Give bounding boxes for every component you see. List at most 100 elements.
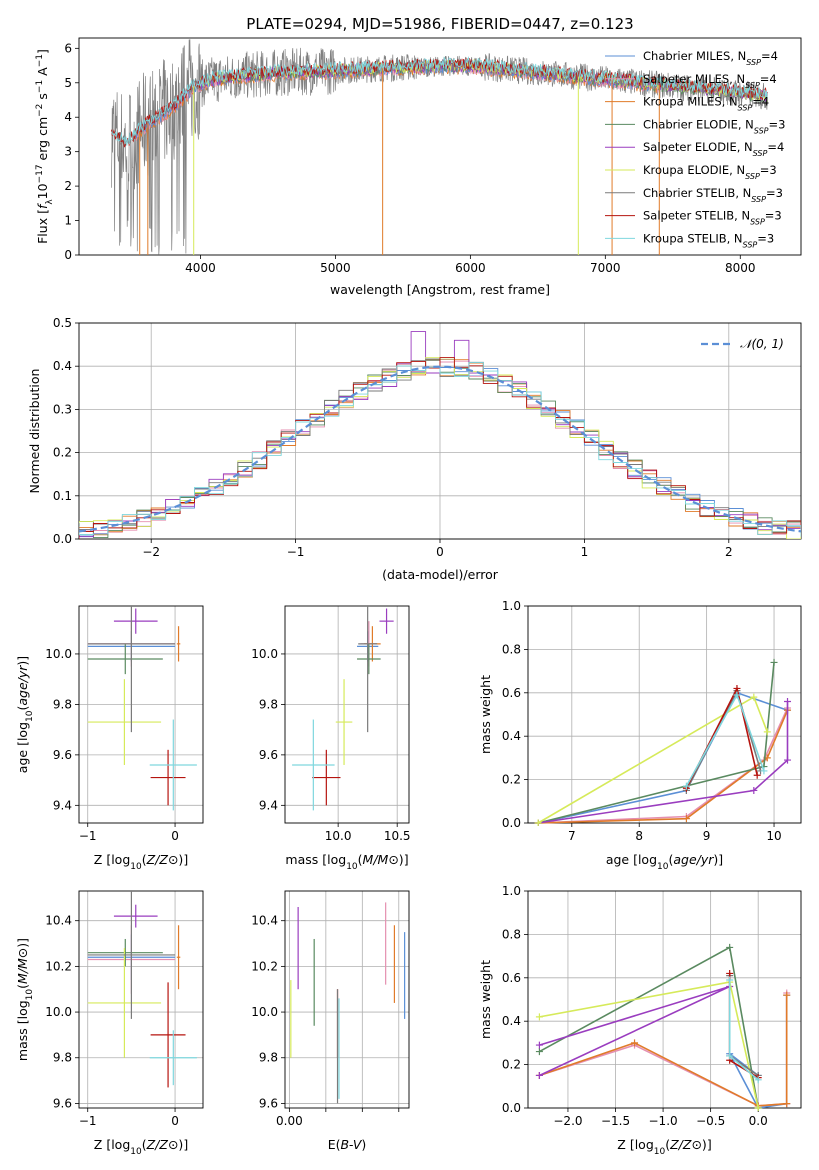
axes-frame bbox=[78, 322, 802, 540]
label-part: log bbox=[327, 852, 346, 867]
weight-marker bbox=[770, 658, 778, 666]
x-tick-label: 0 bbox=[171, 829, 179, 843]
label-part: s bbox=[35, 93, 50, 104]
label-part: log bbox=[15, 722, 30, 741]
y-tick-label: 0.5 bbox=[53, 316, 72, 330]
y-axis-label: mass weight bbox=[478, 675, 493, 754]
label-part: ( bbox=[358, 852, 363, 867]
label-part: ( bbox=[142, 852, 147, 867]
y-tick-label: 9.8 bbox=[53, 697, 72, 711]
x-tick-label: −0.5 bbox=[696, 1114, 725, 1128]
histograms bbox=[79, 331, 801, 539]
model-spectrum bbox=[111, 55, 768, 146]
legend-label: 𝒩(0, 1) bbox=[740, 337, 784, 351]
weight-vs-z-panel: −2.0 −1.5 −1.0 −0.5 0.0 0.0 0.2 0.4 0.6 0.8 1.0 Z [… bbox=[478, 884, 802, 1157]
label-part: B-V bbox=[340, 1137, 362, 1152]
weight-series-line bbox=[538, 709, 789, 824]
y-tick-label: 10.4 bbox=[45, 914, 72, 928]
weight-marker bbox=[631, 1039, 639, 1047]
x-tick-label: 2 bbox=[725, 545, 733, 559]
label-part: M/M⊙ bbox=[363, 852, 399, 867]
errorbar-point bbox=[87, 938, 163, 967]
weight-marker bbox=[763, 728, 771, 736]
errorbars bbox=[87, 891, 197, 1088]
label-part: Z [ bbox=[94, 1137, 111, 1152]
label-part: 10 bbox=[25, 710, 35, 722]
y-tick-label: 0.6 bbox=[502, 686, 521, 700]
label-part: erg cm bbox=[35, 117, 50, 165]
label-part: ( bbox=[15, 706, 30, 711]
label-part: 10 bbox=[130, 862, 142, 872]
label-part: ) bbox=[178, 1137, 183, 1152]
label-part: ) bbox=[361, 1137, 366, 1152]
x-tick-label: 8 bbox=[635, 829, 643, 843]
y-axis-label: age [log10(age/yr)] bbox=[15, 656, 35, 773]
errorbar-point bbox=[150, 749, 186, 806]
label-part: ( bbox=[142, 1137, 147, 1152]
weight-marker bbox=[733, 684, 741, 692]
label-part: ) bbox=[702, 1137, 707, 1152]
figure-title: PLATE=0294, MJD=51986, FIBERID=0447, z=0… bbox=[246, 15, 633, 33]
weight-lines bbox=[535, 943, 791, 1111]
errorbars bbox=[292, 606, 394, 811]
x-tick-label: 8000 bbox=[725, 261, 756, 275]
x-axis-label: E(B-V) bbox=[328, 1137, 367, 1152]
x-tick-label: 9 bbox=[703, 829, 711, 843]
mass-vs-z-panel: −1 09.69.810.010.210.4Z [log10(Z/Z⊙)]mass… bbox=[15, 890, 204, 1157]
weight-marker bbox=[535, 1013, 543, 1021]
errorbar-point bbox=[176, 626, 181, 662]
y-tick-label: 9.8 bbox=[53, 1051, 72, 1065]
x-axis-label: age [log10(age/yr)] bbox=[606, 852, 723, 872]
weight-series-line bbox=[538, 707, 789, 824]
label-part: Z [ bbox=[94, 852, 111, 867]
weight-marker bbox=[535, 1048, 543, 1056]
weight-marker bbox=[726, 969, 734, 977]
legend-label: Chabrier MILES, NSSP=4 bbox=[643, 49, 778, 67]
weight-marker bbox=[534, 819, 542, 826]
x-axis-label: Z [log10(Z/Z⊙)] bbox=[617, 1137, 711, 1157]
label-part: age/yr bbox=[673, 852, 714, 867]
label-part: log bbox=[15, 1000, 30, 1019]
label-part: ] bbox=[718, 852, 723, 867]
y-tick-label: 1.0 bbox=[502, 599, 521, 613]
residuals-panel: −2 −1 0 1 2 0.0 0.1 0.2 0.3 0.4 0.5 (data-model)/er… bbox=[27, 316, 802, 582]
x-tick-label: 0 bbox=[436, 545, 444, 559]
y-tick-label: 0 bbox=[64, 248, 72, 262]
errorbar-point bbox=[358, 606, 378, 733]
x-tick-label: 10.5 bbox=[384, 829, 411, 843]
y-tick-label: 6 bbox=[64, 41, 72, 55]
y-tick-label: 10.0 bbox=[251, 647, 278, 661]
y-tick-label: 0.8 bbox=[502, 927, 521, 941]
weight-series-line bbox=[537, 695, 769, 824]
label-part: 10 bbox=[130, 1147, 142, 1157]
age-vs-mass-panel: 10.0 10.5 9.4 9.6 9.8 10.0 mass [log10(M/M⊙)] bbox=[251, 605, 411, 872]
weight-series-line bbox=[537, 662, 775, 824]
y-tick-label: 9.6 bbox=[259, 1096, 278, 1110]
label-part: 10 bbox=[657, 862, 669, 872]
y-tick-label: 0.1 bbox=[53, 489, 72, 503]
label-part: E bbox=[328, 1137, 336, 1152]
weight-marker bbox=[754, 1104, 762, 1111]
x-axis-label: (data-model)/error bbox=[382, 567, 499, 582]
errorbar-point bbox=[149, 719, 197, 811]
axes-frame bbox=[78, 605, 204, 824]
x-axis-label: Z [log10(Z/Z⊙)] bbox=[94, 1137, 188, 1157]
label-part: ] bbox=[404, 852, 409, 867]
label-part: ] bbox=[707, 1137, 712, 1152]
y-tick-label: 0.6 bbox=[502, 971, 521, 985]
y-tick-label: 0.8 bbox=[502, 642, 521, 656]
label-part: ( bbox=[15, 984, 30, 989]
x-tick-label: 10 bbox=[766, 829, 781, 843]
y-tick-label: 0.0 bbox=[502, 816, 521, 830]
legend-label: Salpeter MILES, NSSP=4 bbox=[643, 72, 777, 90]
weight-marker bbox=[750, 693, 758, 701]
label-part: 10 bbox=[35, 183, 50, 199]
x-tick-label: 7000 bbox=[590, 261, 621, 275]
label-part: log bbox=[111, 852, 130, 867]
errorbar-point bbox=[113, 608, 158, 634]
errorbar-point bbox=[150, 982, 186, 1088]
errorbar-point bbox=[312, 749, 341, 806]
x-tick-label: −1 bbox=[79, 1114, 97, 1128]
x-tick-label: 1 bbox=[581, 545, 589, 559]
weight-marker bbox=[726, 943, 734, 951]
